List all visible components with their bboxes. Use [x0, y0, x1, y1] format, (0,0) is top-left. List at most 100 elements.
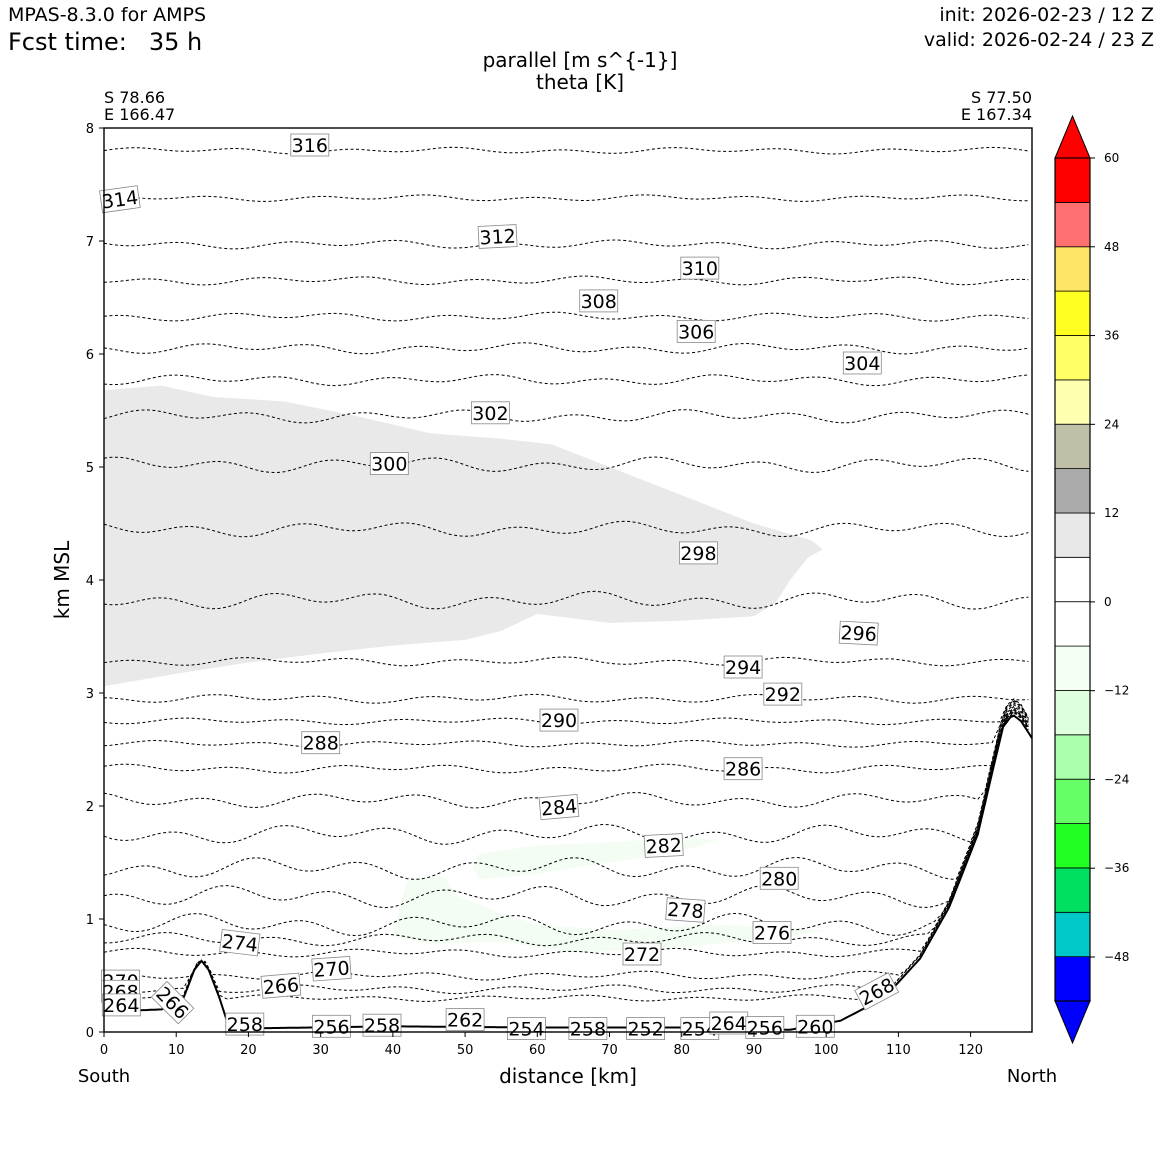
x-tick-label: 110	[886, 1043, 911, 1058]
colorbar-frame	[1054, 157, 1091, 1002]
contour-label-40: 260	[795, 1014, 835, 1038]
theta-contour-292	[103, 693, 1029, 704]
y-tick-label: 1	[86, 913, 94, 928]
colorbar-tick-label: 12	[1104, 506, 1119, 520]
contour-label-3: 310	[680, 256, 720, 280]
y-tick-label: 8	[86, 122, 94, 137]
x-axis-label: distance [km]	[499, 1064, 637, 1088]
left-endpoint-lon: E 166.47	[104, 105, 175, 124]
contour-label-box	[723, 757, 763, 781]
contour-label-text: 254	[682, 1019, 718, 1041]
theta-contour-272	[103, 709, 1029, 958]
contour-label-box	[538, 794, 580, 821]
contour-label-5: 306	[676, 319, 716, 343]
contour-label-18: 280	[759, 866, 799, 890]
contour-label-11: 294	[723, 655, 763, 679]
contour-label-box	[643, 833, 684, 858]
init-time: init: 2026-02-23 / 12 Z	[939, 4, 1154, 26]
x-tick-label: 40	[385, 1043, 402, 1058]
colorbar-segment-10	[1054, 512, 1091, 558]
contour-label-text: 262	[447, 1010, 483, 1032]
contour-label-text: 302	[472, 403, 508, 425]
contour-label-10: 296	[838, 620, 879, 646]
contour-label-38: 264	[709, 1011, 749, 1035]
theta-contour-312	[103, 239, 1029, 250]
contour-label-28: 264	[101, 993, 141, 1017]
contour-label-19: 278	[665, 897, 706, 923]
colorbar-segment-11	[1054, 468, 1091, 514]
model-name: MPAS-8.3.0 for AMPS	[8, 4, 207, 26]
contour-label-box	[477, 224, 518, 249]
theta-contour-302	[103, 409, 1029, 424]
contour-label-13: 290	[539, 708, 579, 732]
right-endpoint-lon: E 167.34	[961, 105, 1032, 124]
contour-label-text: 252	[627, 1019, 663, 1041]
contour-label-box	[676, 319, 716, 343]
contour-label-box	[470, 401, 510, 425]
x-tick-label: 80	[673, 1043, 690, 1058]
colorbar-segment-13	[1054, 379, 1091, 425]
forecast-time-label: Fcst time:	[8, 28, 127, 56]
theta-contour-294	[103, 656, 1029, 667]
x-tick-label: 60	[529, 1043, 546, 1058]
x-tick-label: 120	[958, 1043, 983, 1058]
colorbar-segment-14	[1054, 335, 1091, 381]
contour-label-1: 314	[99, 185, 141, 214]
colorbar-segment-4	[1054, 778, 1091, 825]
colorbar-segment-12	[1054, 423, 1091, 470]
contour-label-box	[445, 1008, 485, 1031]
contour-label-box	[507, 1017, 546, 1040]
theta-contour-276	[103, 708, 1029, 937]
contour-label-text: 298	[680, 543, 716, 565]
terrain-fill	[104, 715, 1032, 1032]
colorbar-segment-2	[1054, 867, 1091, 913]
shaded-region-0	[104, 385, 823, 687]
theta-contour-288	[103, 699, 1029, 748]
contour-label-text: 308	[581, 291, 617, 313]
colorbar-segment-8	[1054, 601, 1091, 647]
contour-label-box	[838, 620, 879, 646]
north-label: North	[1007, 1066, 1057, 1087]
theta-contour-298	[103, 520, 1029, 538]
contour-label-text: 304	[844, 353, 880, 375]
x-tick-label: 0	[100, 1043, 108, 1058]
contour-label-31: 256	[312, 1014, 351, 1038]
colorbar-segment-6	[1054, 690, 1091, 736]
contour-label-box	[311, 955, 352, 982]
contour-label-text: 296	[840, 622, 877, 646]
contour-label-text: 254	[508, 1019, 544, 1041]
y-tick-label: 3	[86, 687, 94, 702]
x-tick-label: 20	[240, 1043, 257, 1058]
contour-label-text: 264	[103, 995, 139, 1017]
colorbar-tick-label: 0	[1104, 595, 1112, 609]
contour-label-box	[759, 866, 799, 890]
colorbar-segment-3	[1054, 823, 1091, 869]
contour-label-20: 276	[752, 921, 792, 945]
contour-label-text: 256	[747, 1018, 783, 1040]
contour-label-30: 258	[225, 1012, 265, 1036]
contour-label-17: 282	[643, 833, 684, 858]
colorbar-segment-17	[1054, 201, 1091, 248]
contour-label-22: 272	[622, 942, 662, 966]
contour-label-text: 286	[725, 759, 761, 781]
contour-label-box	[679, 541, 718, 565]
theta-contour-296	[103, 590, 1029, 610]
x-tick-label: 10	[168, 1043, 185, 1058]
contour-label-37: 254	[680, 1017, 720, 1041]
contour-label-36: 252	[626, 1017, 665, 1041]
colorbar-segment-18	[1054, 157, 1091, 203]
contour-label-text: 256	[313, 1016, 349, 1038]
x-tick-label: 70	[601, 1043, 618, 1058]
colorbar-tick-label: −24	[1104, 772, 1129, 786]
contour-label-23: 270	[311, 955, 352, 982]
contour-label-2: 312	[477, 224, 518, 250]
contour-label-32: 258	[362, 1013, 402, 1037]
contour-label-box	[665, 897, 706, 923]
theta-contour-304	[103, 374, 1029, 387]
contour-label-34: 254	[507, 1017, 546, 1041]
contour-label-text: 314	[101, 187, 140, 214]
theta-contour-278	[103, 707, 1029, 909]
theta-contour-274	[103, 709, 1029, 947]
contour-label-text: 312	[479, 226, 516, 250]
